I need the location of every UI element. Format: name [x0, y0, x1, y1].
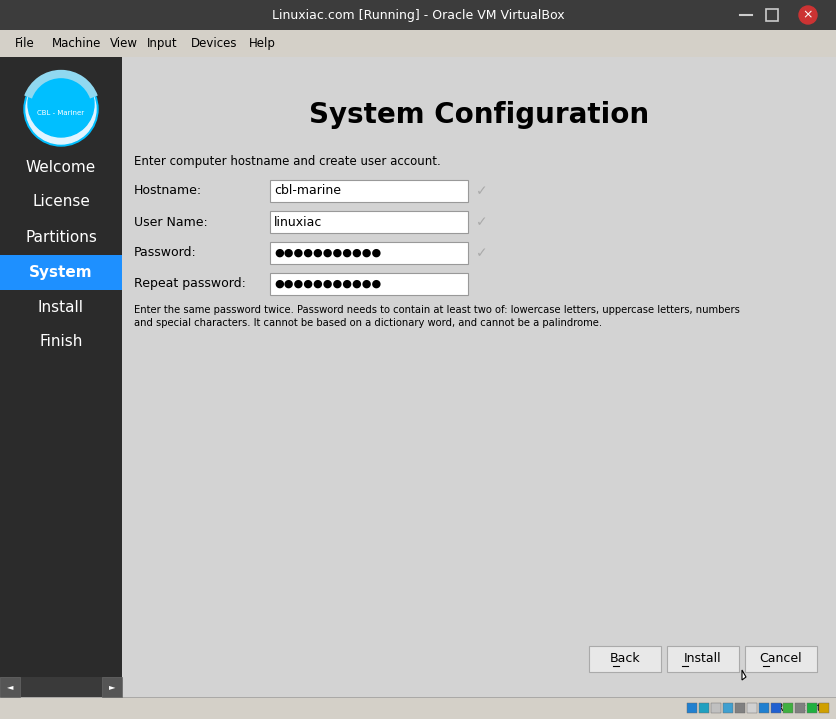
Text: linuxiac: linuxiac [273, 216, 322, 229]
Polygon shape [741, 670, 745, 680]
Text: Install: Install [38, 300, 84, 314]
Text: System: System [29, 265, 93, 280]
Bar [666, 646, 738, 672]
Bar [589, 646, 660, 672]
Bar [102, 677, 122, 697]
Text: ×: × [802, 9, 813, 22]
Bar [0, 697, 836, 719]
Text: ✓: ✓ [476, 184, 487, 198]
Text: Right Ctrl: Right Ctrl [775, 703, 828, 713]
Text: ◄: ◄ [7, 682, 13, 692]
Text: License: License [32, 195, 89, 209]
Text: Finish: Finish [39, 334, 83, 349]
Text: Back: Back [609, 653, 640, 666]
Text: ✓: ✓ [476, 246, 487, 260]
Bar [746, 703, 756, 713]
Bar [698, 703, 708, 713]
Text: User Name:: User Name: [134, 216, 207, 229]
Bar [770, 703, 780, 713]
Bar [0, 0, 836, 30]
Circle shape [24, 72, 98, 146]
Bar [745, 647, 817, 673]
Bar [270, 242, 467, 264]
Text: Input: Input [147, 37, 177, 50]
Bar [270, 180, 467, 202]
Text: ►: ► [109, 682, 115, 692]
Bar [782, 703, 792, 713]
Text: File: File [15, 37, 35, 50]
Text: Devices: Devices [191, 37, 237, 50]
Bar [710, 703, 720, 713]
Text: ✓: ✓ [476, 215, 487, 229]
Text: Partitions: Partitions [25, 229, 97, 244]
Text: Help: Help [248, 37, 275, 50]
Bar [794, 703, 804, 713]
Text: Welcome: Welcome [26, 160, 96, 175]
Bar [818, 703, 828, 713]
Text: Hostname:: Hostname: [134, 185, 201, 198]
Text: ●●●●●●●●●●●: ●●●●●●●●●●● [273, 248, 380, 258]
Bar [0, 30, 836, 57]
Bar [806, 703, 816, 713]
Text: Linuxiac.com [Running] - Oracle VM VirtualBox: Linuxiac.com [Running] - Oracle VM Virtu… [272, 9, 564, 22]
Bar [589, 647, 661, 673]
Text: System Configuration: System Configuration [309, 101, 649, 129]
Bar [270, 273, 467, 295]
Bar [765, 9, 777, 21]
Bar [0, 677, 122, 697]
Text: Machine: Machine [52, 37, 101, 50]
Text: View: View [110, 37, 138, 50]
Bar [270, 211, 467, 233]
Text: ●●●●●●●●●●●: ●●●●●●●●●●● [273, 279, 380, 289]
Text: and special characters. It cannot be based on a dictionary word, and cannot be a: and special characters. It cannot be bas… [134, 318, 601, 328]
Bar [722, 703, 732, 713]
Bar [734, 703, 744, 713]
Bar [686, 703, 696, 713]
Text: CBL - Mariner: CBL - Mariner [38, 110, 84, 116]
Text: Repeat password:: Repeat password: [134, 278, 246, 290]
Bar [0, 57, 122, 719]
Circle shape [26, 74, 96, 144]
Text: Enter computer hostname and create user account.: Enter computer hostname and create user … [134, 155, 441, 168]
Bar [0, 677, 20, 697]
Text: Enter the same password twice. Password needs to contain at least two of: lowerc: Enter the same password twice. Password … [134, 305, 739, 315]
Circle shape [28, 71, 94, 137]
Text: cbl-marine: cbl-marine [273, 185, 340, 198]
Text: Install: Install [683, 653, 721, 666]
Bar [667, 647, 739, 673]
Bar [758, 703, 768, 713]
Text: Cancel: Cancel [759, 653, 802, 666]
Circle shape [798, 6, 816, 24]
Text: Password:: Password: [134, 247, 196, 260]
Bar [0, 255, 122, 290]
Bar [744, 646, 816, 672]
